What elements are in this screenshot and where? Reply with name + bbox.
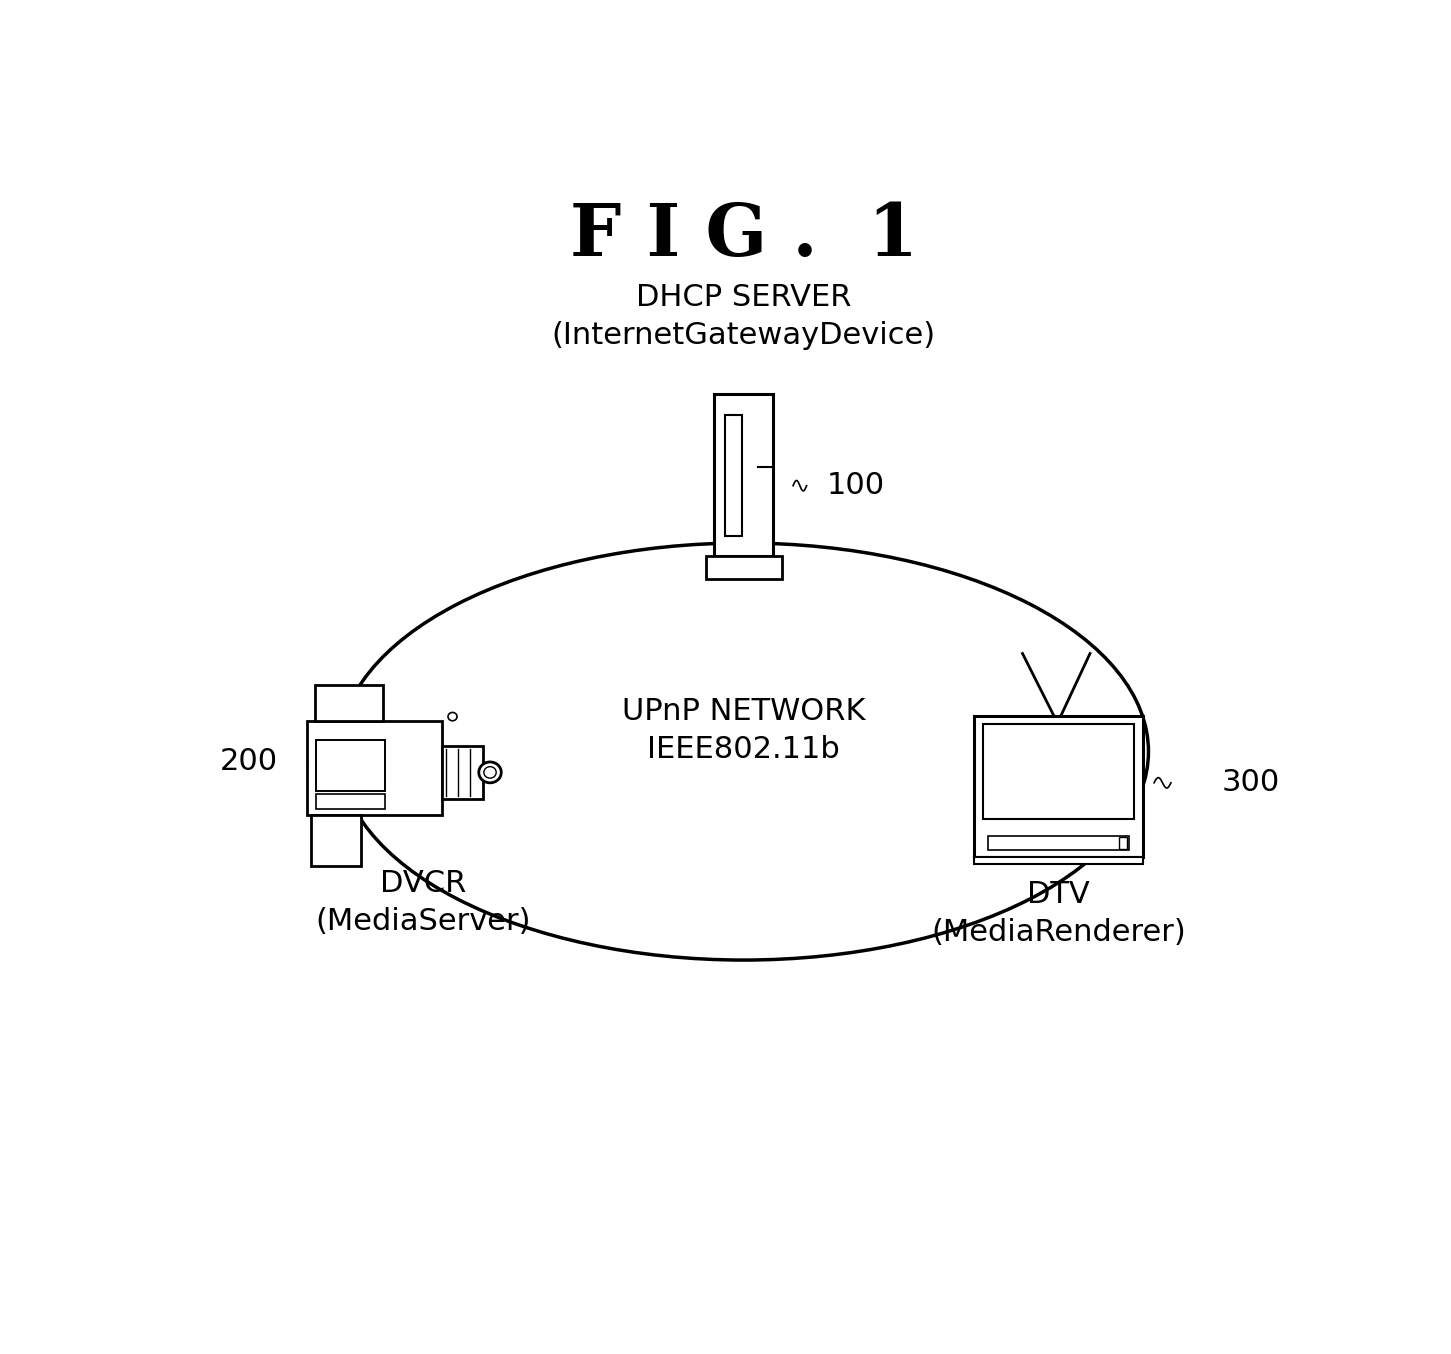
Text: DTV
(MediaRenderer): DTV (MediaRenderer) [932,880,1185,946]
Text: F I G .  1: F I G . 1 [570,200,917,271]
Bar [316,793,385,808]
Bar [315,685,383,720]
Bar [984,724,1133,819]
Text: DVCR
(MediaServer): DVCR (MediaServer) [315,869,531,937]
Bar [316,739,385,791]
Text: 300: 300 [1222,768,1280,798]
Bar [988,835,1129,850]
Bar [714,394,773,556]
Bar [726,414,743,536]
Circle shape [479,762,501,783]
Text: UPnP NETWORK
IEEE802.11b: UPnP NETWORK IEEE802.11b [622,697,865,764]
Bar [1119,838,1127,849]
Bar [974,857,1143,864]
Circle shape [483,766,496,779]
Text: DHCP SERVER
(InternetGatewayDevice): DHCP SERVER (InternetGatewayDevice) [551,283,936,349]
Bar [443,746,483,799]
Bar [311,815,361,867]
Bar [705,556,782,580]
Circle shape [448,712,457,720]
Bar [308,720,443,815]
Bar [974,716,1143,857]
Text: 100: 100 [827,471,885,500]
Text: 200: 200 [219,747,279,776]
